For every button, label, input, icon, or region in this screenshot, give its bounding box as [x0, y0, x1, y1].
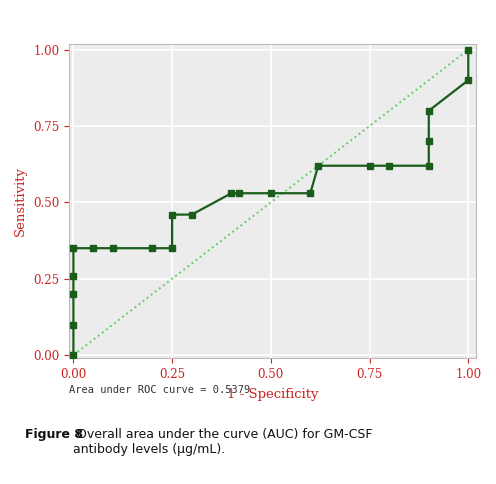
Text: Figure 8: Figure 8 — [25, 428, 83, 441]
X-axis label: 1 - Specificity: 1 - Specificity — [227, 388, 318, 401]
Y-axis label: Sensitivity: Sensitivity — [13, 166, 26, 236]
Text: Overall area under the curve (AUC) for GM-CSF
antibody levels (μg/mL).: Overall area under the curve (AUC) for G… — [73, 428, 373, 456]
Text: Area under ROC curve = 0.5379: Area under ROC curve = 0.5379 — [69, 385, 250, 395]
